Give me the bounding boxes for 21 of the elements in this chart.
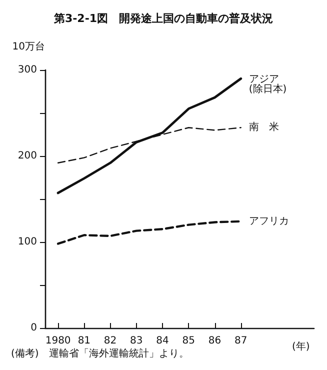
x-tick-label: 81	[78, 336, 91, 346]
x-tick-label: 87	[234, 336, 248, 346]
x-tick-label: 85	[182, 336, 196, 346]
y-axis-title: 10万台	[12, 40, 45, 52]
line-series	[56, 220, 242, 245]
x-tick-label: 82	[104, 336, 117, 346]
y-tick-label: 100	[18, 236, 37, 248]
x-tick-label: 86	[208, 336, 222, 346]
x-axis-title: (年)	[292, 340, 310, 352]
series-label: アジア (除日本)	[248, 74, 287, 96]
line-series	[56, 77, 242, 194]
series-label: 南 米	[248, 121, 279, 134]
chart-title: 第3-2-1図 開発途上国の自動車の普及状況	[52, 12, 274, 25]
y-tick-label: 300	[18, 64, 37, 76]
y-tick-label: 200	[18, 150, 37, 162]
x-tick-label: 1980	[45, 336, 71, 346]
text: (備考) 運輸省「海外運輸統計」より。	[11, 348, 189, 360]
series-label: アフリカ	[248, 216, 289, 227]
y-tick-label: 0	[30, 322, 37, 334]
x-tick-label: 83	[130, 336, 143, 346]
x-tick-label: 84	[156, 336, 169, 346]
